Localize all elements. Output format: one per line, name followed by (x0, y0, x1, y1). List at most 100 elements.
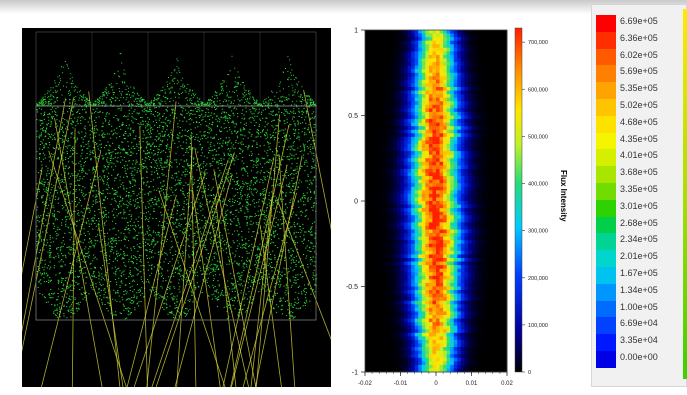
heatmap-cell (386, 204, 391, 209)
heatmap-cell (386, 154, 391, 159)
heatmap-cell (382, 208, 387, 213)
heatmap-cell (375, 72, 380, 77)
heatmap-cell (425, 69, 430, 74)
heatmap-cell (453, 161, 458, 166)
legend-label: 4.68e+05 (620, 116, 658, 127)
heatmap-cell (443, 62, 448, 67)
heatmap-cell (489, 211, 494, 216)
legend-swatch (596, 283, 616, 301)
heatmap-cell (411, 368, 416, 373)
heatmap-cell (453, 65, 458, 70)
heatmap-cell (411, 243, 416, 248)
heatmap-cell (460, 97, 465, 102)
ray-line (139, 126, 148, 387)
heatmap-cell (396, 258, 401, 262)
heatmap-cell (382, 183, 387, 188)
heatmap-cell (393, 300, 398, 305)
heatmap-cell (443, 282, 448, 287)
heatmap-cell (489, 282, 494, 287)
heatmap-cell (489, 361, 494, 366)
heatmap-cell (460, 339, 465, 344)
heatmap-cell (492, 279, 497, 284)
heatmap-cell (400, 79, 405, 84)
heatmap-cell (404, 122, 408, 127)
heatmap-cell (389, 83, 394, 88)
ray-grid (35, 31, 317, 321)
heatmap-cell (453, 129, 458, 134)
heatmap-cell (489, 69, 494, 74)
heatmap-cell (478, 197, 483, 202)
heatmap-cell (382, 54, 387, 59)
heatmap-cell (379, 229, 384, 234)
heatmap-cell (478, 290, 483, 295)
heatmap-cell (372, 115, 377, 120)
heatmap-cell (414, 332, 419, 337)
heatmap-cell (428, 72, 433, 77)
heatmap-cell (425, 268, 430, 273)
heatmap-cell (443, 97, 448, 102)
heatmap-cell (443, 190, 448, 195)
heatmap-cell (368, 290, 373, 295)
heatmap-cell (372, 140, 377, 145)
heatmap-cell (428, 115, 433, 120)
heatmap-cell (382, 329, 387, 334)
heatmap-cell (443, 176, 448, 181)
heatmap-cell (436, 79, 440, 84)
colorbar-label: Flux Intensity (559, 170, 568, 222)
heatmap-cell (496, 364, 501, 369)
heatmap-cell (404, 136, 408, 141)
heatmap-cell (411, 94, 416, 99)
heatmap-cell (464, 144, 469, 148)
heatmap-cell (368, 347, 373, 352)
heatmap-cell (382, 243, 387, 248)
heatmap-cell (439, 282, 444, 287)
heatmap-cell (460, 69, 465, 74)
heatmap-cell (503, 183, 508, 188)
heatmap-cell (404, 54, 408, 59)
heatmap-cell (411, 297, 416, 302)
heatmap-cell (475, 354, 479, 359)
heatmap-cell (443, 76, 448, 81)
heatmap-cell (499, 168, 504, 173)
heatmap-cell (478, 364, 483, 369)
heatmap-cell (396, 111, 401, 116)
heatmap-cell (496, 140, 501, 145)
heatmap-cell (482, 272, 487, 277)
heatmap-cell (478, 72, 483, 77)
heatmap-cell (379, 265, 384, 270)
heatmap-cell (411, 197, 416, 202)
heatmap-cell (503, 275, 508, 280)
heatmap-cell (453, 300, 458, 305)
heatmap-cell (425, 208, 430, 213)
heatmap-cell (411, 165, 416, 170)
heatmap-cell (436, 364, 440, 369)
heatmap-cell (386, 315, 391, 319)
heatmap-cell (400, 247, 405, 252)
heatmap-cell (503, 354, 508, 359)
heatmap-cell (499, 243, 504, 248)
heatmap-cell (478, 97, 483, 102)
heatmap-cell (482, 211, 487, 216)
heatmap-cell (375, 233, 380, 238)
heatmap-cell (372, 97, 377, 102)
heatmap-cell (432, 322, 437, 327)
heatmap-cell (439, 129, 444, 134)
heatmap-cell (375, 165, 380, 170)
ray-trace-viewport[interactable] (22, 28, 331, 387)
heatmap-cell (372, 179, 377, 184)
heatmap-cell (496, 122, 501, 127)
heatmap-cell (471, 126, 476, 131)
heatmap-cell (389, 368, 394, 373)
heatmap-cell (446, 54, 451, 59)
heatmap-cell (379, 322, 384, 327)
heatmap-cell (489, 322, 494, 327)
heatmap-cell (368, 279, 373, 284)
heatmap-cell (425, 222, 430, 227)
heatmap-cell (421, 47, 426, 52)
heatmap-cell (457, 136, 462, 141)
heatmap-cell (450, 119, 455, 124)
heatmap-cell (389, 339, 394, 344)
heatmap-cell (489, 272, 494, 277)
heatmap-cell (460, 193, 465, 198)
heatmap-cell (382, 250, 387, 255)
